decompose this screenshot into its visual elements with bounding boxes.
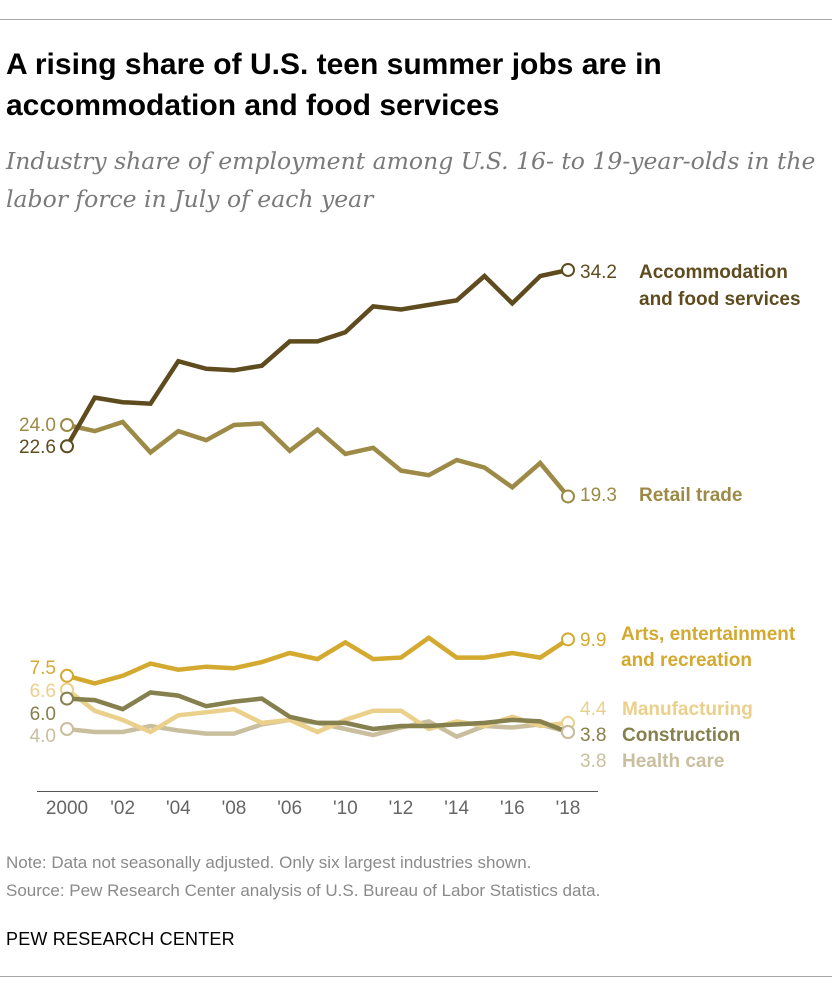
- chart-source: Source: Pew Research Center analysis of …: [6, 881, 601, 900]
- series-name-label: Arts, entertainment: [621, 624, 796, 645]
- series-name-label: Retail trade: [639, 485, 742, 506]
- x-tick-label: '06: [277, 798, 302, 819]
- end-point-health-care: [561, 725, 575, 740]
- x-tick-label: '12: [389, 798, 414, 819]
- x-axis: 2000 '02 '04 '08 '06 '10 '12 '14 '16 '18: [37, 791, 598, 819]
- series-name-label: Construction: [622, 725, 740, 746]
- bottom-rule: [0, 976, 832, 977]
- series-line-retail-trade: [66, 419, 570, 498]
- series-line-construction: [66, 690, 569, 735]
- x-tick-label: '10: [333, 798, 358, 819]
- x-tick-label: '08: [222, 798, 247, 819]
- x-tick-label: 2000: [46, 798, 88, 819]
- start-value-label: 22.6: [19, 437, 56, 458]
- end-point-arts-entertainment-and-recreation: [561, 632, 575, 647]
- chart-note: Note: Data not seasonally adjusted. Only…: [6, 853, 532, 872]
- series-line-accommodation-and-food-services: [65, 267, 569, 448]
- series-lines: [65, 267, 570, 740]
- start-value-label: 24.0: [19, 415, 56, 436]
- start-value-label: 6.0: [30, 704, 56, 725]
- end-value-label: 19.3: [580, 485, 617, 506]
- start-value-label: 7.5: [30, 658, 56, 679]
- x-tick-label: '16: [500, 798, 525, 819]
- start-point-accommodation-and-food-services: [60, 439, 74, 454]
- line-chart: 2000 '02 '04 '08 '06 '10 '12 '14 '16 '18 22.6 34.2…: [19, 262, 801, 819]
- end-value-label: 3.8: [580, 725, 606, 746]
- start-point-construction: [60, 691, 74, 706]
- chart-title: A rising share of U.S. teen summer jobs …: [6, 48, 662, 122]
- end-value-label: 9.9: [580, 630, 606, 651]
- end-value-label: 4.4: [580, 699, 607, 720]
- series-labels: 22.6 34.2 Accommodation and food services 24…: [19, 262, 801, 772]
- start-point-retail-trade: [60, 418, 74, 432]
- end-value-label: 3.8: [580, 751, 606, 772]
- end-point-accommodation-and-food-services: [561, 262, 575, 277]
- series-line-manufacturing: [65, 687, 569, 735]
- end-value-label: 34.2: [580, 262, 617, 283]
- series-name-label: Accommodation: [639, 262, 788, 283]
- start-point-health-care: [60, 722, 74, 736]
- x-tick-label: '14: [444, 798, 469, 819]
- start-value-label: 4.0: [30, 726, 56, 747]
- series-line-arts-entertainment-and-recreation: [66, 635, 570, 686]
- start-point-arts-entertainment-and-recreation: [60, 668, 74, 683]
- chart-subtitle: Industry share of employment among U.S. …: [6, 147, 816, 213]
- x-tick-label: '04: [166, 798, 191, 819]
- end-point-retail-trade: [561, 489, 575, 504]
- series-name-label: and food services: [639, 289, 801, 310]
- top-rule: [0, 19, 832, 20]
- start-value-label: 6.6: [30, 681, 56, 702]
- series-name-label: Health care: [622, 751, 724, 772]
- x-tick-label: '18: [556, 798, 581, 819]
- x-tick-label: '02: [110, 798, 135, 819]
- series-name-label: and recreation: [621, 650, 752, 671]
- series-name-label: Manufacturing: [622, 699, 753, 720]
- pew-logo-text: PEW RESEARCH CENTER: [6, 929, 235, 949]
